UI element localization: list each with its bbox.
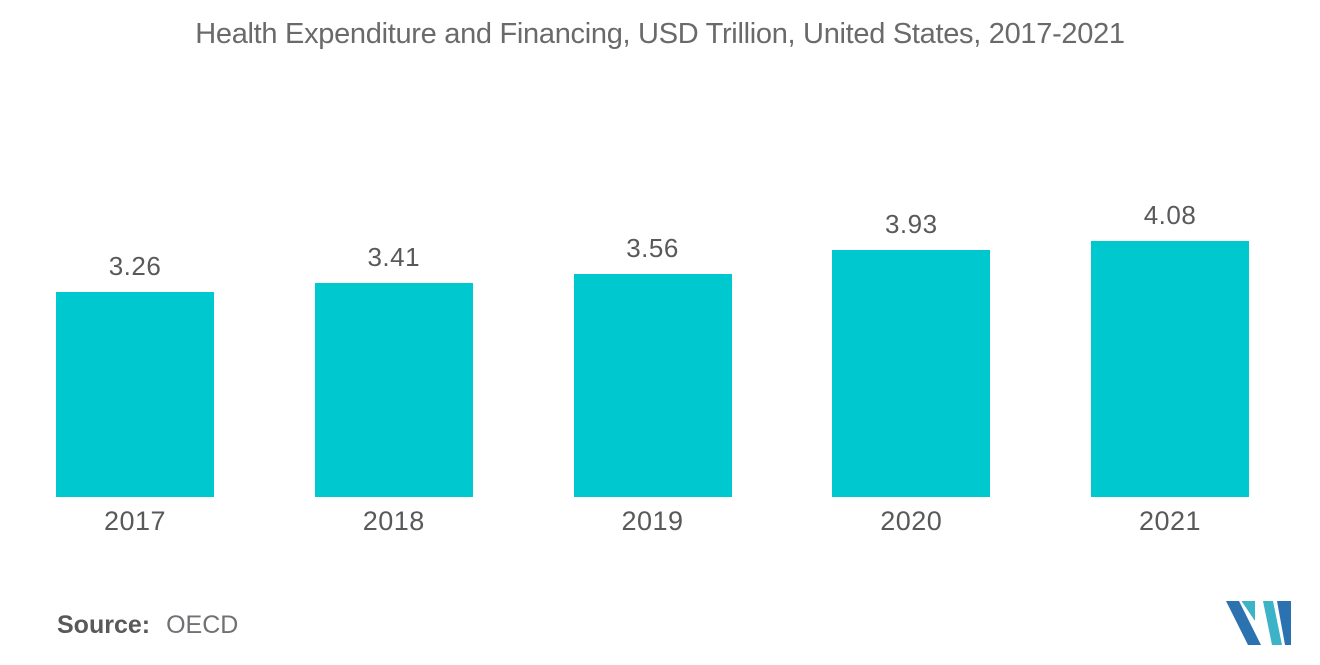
bar (314, 283, 473, 497)
bar (56, 292, 214, 497)
source-value: OECD (166, 611, 239, 639)
logo-top-triangle-shape (1241, 601, 1255, 621)
logo-right-blue-shape (1277, 601, 1291, 645)
bar-value-label: 3.93 (884, 209, 938, 240)
bar-value-label: 4.08 (1143, 200, 1197, 231)
x-axis-category-label: 2021 (1138, 506, 1202, 536)
x-axis-category-label: 2020 (880, 506, 943, 536)
source-row: Source: OECD (57, 611, 238, 640)
bar (1091, 241, 1249, 497)
x-axis-category-label: 2017 (103, 506, 167, 536)
chart-title: Health Expenditure and Financing, USD Tr… (195, 18, 1125, 50)
bar-value-label: 3.41 (367, 242, 421, 273)
source-label: Source: (57, 611, 151, 639)
bar-value-label: 3.56 (626, 233, 679, 264)
bar-value-label: 3.26 (108, 251, 162, 282)
logo-right-teal-shape (1263, 601, 1282, 645)
logo-left-diagonal-shape (1226, 601, 1261, 645)
bar-group-2017: 3.26 2017 (56, 200, 214, 536)
x-axis-category-label: 2018 (362, 506, 425, 536)
bar (573, 274, 732, 497)
bar-group-2018: 3.41 2018 (314, 200, 473, 536)
bar-group-2020: 3.93 2020 (832, 200, 991, 536)
x-axis-category-label: 2019 (621, 506, 684, 536)
bar-group-2019: 3.56 2019 (573, 200, 732, 536)
bar (832, 250, 991, 497)
mordor-intelligence-logo (1226, 601, 1291, 645)
bar-chart-plot-area: 3.26 2017 3.41 2018 3.56 2019 3.93 2020 4.08 2021 (56, 200, 1249, 536)
bar-group-2021: 4.08 2021 (1091, 200, 1249, 536)
